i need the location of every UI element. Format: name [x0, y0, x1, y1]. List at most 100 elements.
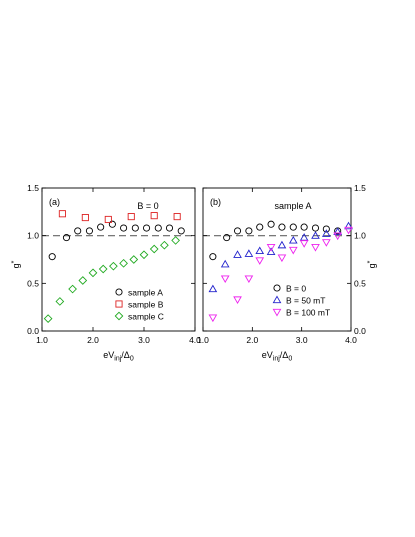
legend-label: B = 50 mT: [286, 295, 325, 305]
data-point: [68, 284, 77, 294]
data-point: [277, 254, 287, 263]
data-point: [266, 247, 276, 255]
x-tick-label: 2.0: [87, 335, 99, 345]
y-axis-label-sup: *: [367, 260, 374, 263]
data-point: [289, 223, 297, 231]
x-tick-label: 3.0: [296, 335, 308, 345]
data-point: [322, 225, 330, 233]
data-point: [244, 249, 254, 257]
data-point: [333, 232, 343, 241]
chart-panel-b: 1.0 2.0 3.0 4.00.0 0.5 1.0 1.5 (b) sample A g* eVi…: [197, 183, 377, 363]
data-point: [278, 223, 286, 231]
x-axis-label-xlabel-main: eV: [262, 350, 273, 360]
data-point: [127, 213, 135, 221]
data-point: [299, 240, 309, 248]
data-point: [321, 229, 331, 237]
legend-marker: [115, 288, 123, 296]
data-point: [150, 212, 158, 220]
data-point: [165, 224, 174, 232]
data-point: [108, 220, 116, 228]
data-point: [209, 253, 217, 261]
data-point: [299, 233, 309, 241]
x-axis-label-xlabel-main: eV: [103, 350, 114, 360]
x-axis-label-xlabel-sub: inj: [273, 356, 280, 363]
data-point: [149, 244, 159, 254]
data-point: [288, 235, 298, 244]
y-tick-label: 1.5: [354, 183, 366, 193]
data-point: [220, 259, 230, 268]
data-point: [321, 239, 331, 247]
data-point: [120, 224, 128, 232]
data-point: [245, 227, 253, 235]
y-tick-label: 1.0: [27, 231, 39, 241]
data-point: [43, 314, 53, 323]
legend-marker: [273, 284, 281, 292]
legend-marker: [272, 295, 282, 304]
data-point: [223, 234, 231, 242]
data-point: [62, 234, 71, 242]
data-point: [98, 264, 108, 274]
x-axis-label: eVinj/Δ0: [103, 350, 134, 363]
x-axis-label: eVinj/Δ0: [262, 350, 293, 363]
x-axis-label-xlabel-sub2: 0: [130, 356, 134, 363]
series-sample-c: [43, 236, 180, 323]
data-point: [173, 213, 181, 221]
data-point: [119, 258, 128, 268]
y-tick-label: 0.0: [354, 326, 366, 336]
x-axis-label-xlabel-sub: inj: [114, 356, 121, 363]
data-point: [311, 231, 320, 239]
series-sample-b: [58, 210, 181, 224]
data-point: [58, 210, 66, 218]
data-point: [255, 257, 265, 265]
y-axis-label-sup: *: [11, 260, 18, 263]
data-point: [220, 275, 230, 284]
data-point: [109, 261, 118, 271]
series-sample-a: [48, 220, 185, 261]
y-tick-label: 0.5: [354, 278, 366, 288]
data-point: [160, 240, 169, 250]
x-axis-label-xlabel-rest: /Δ: [121, 350, 130, 360]
series-b-0: [209, 220, 342, 261]
data-point: [256, 223, 264, 231]
data-point: [267, 220, 275, 228]
y-axis-label: g*: [367, 260, 377, 268]
data-point: [81, 214, 89, 222]
legend-label: sample A: [128, 287, 163, 297]
y-tick-label: 0.0: [27, 326, 39, 336]
data-point: [300, 223, 308, 231]
series-b-100-mt: [208, 226, 353, 323]
x-axis-label-xlabel-rest: /Δ: [280, 350, 289, 360]
data-point: [55, 297, 65, 306]
series-b-50-mt: [208, 221, 353, 293]
data-point: [78, 276, 88, 285]
data-point: [255, 246, 265, 255]
data-point: [233, 227, 242, 235]
legend-marker: [115, 300, 123, 308]
panel-label: (a): [49, 197, 60, 207]
data-point: [233, 296, 242, 305]
data-point: [266, 243, 276, 252]
data-point: [311, 243, 320, 252]
data-point: [177, 227, 185, 235]
panel-annotation: sample A: [274, 201, 311, 211]
y-axis-label-main: g: [367, 263, 377, 268]
y-tick-label: 1.5: [27, 183, 39, 193]
data-point: [131, 224, 139, 232]
x-axis-label-xlabel-sub2: 0: [288, 356, 292, 363]
data-point: [233, 250, 242, 258]
data-point: [244, 275, 254, 284]
legend-label: sample B: [128, 299, 164, 309]
legend-label: B = 0: [286, 283, 306, 293]
x-tick-label: 1.0: [197, 335, 209, 345]
x-tick-label: 4.0: [189, 335, 201, 345]
x-tick-label: 1.0: [36, 335, 48, 345]
data-point: [85, 227, 93, 235]
data-point: [154, 224, 162, 232]
data-point: [333, 227, 343, 235]
data-point: [288, 246, 298, 255]
data-point: [277, 240, 287, 249]
data-point: [311, 224, 320, 232]
y-tick-label: 1.0: [354, 231, 366, 241]
legend-label: B = 100 mT: [286, 307, 330, 317]
